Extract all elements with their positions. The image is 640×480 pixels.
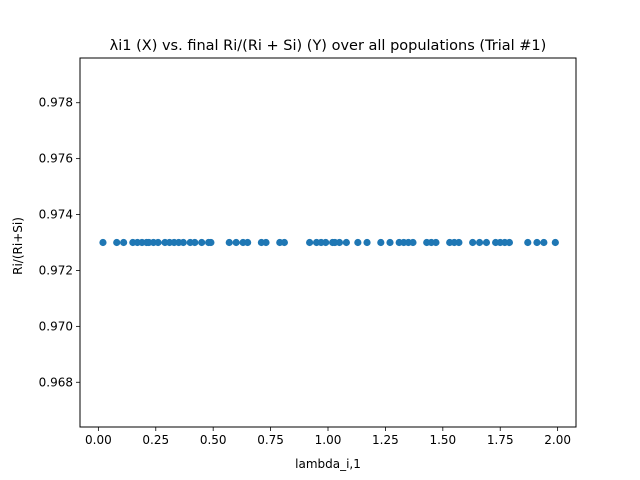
- x-tick-label: 1.50: [429, 433, 456, 447]
- data-point: [533, 238, 541, 247]
- chart-title: λi1 (X) vs. final Ri/(Ri + Si) (Y) over …: [110, 38, 547, 54]
- x-tick-label: 0.75: [257, 433, 284, 447]
- data-point: [198, 238, 206, 247]
- data-point: [191, 238, 199, 247]
- data-point: [505, 238, 514, 247]
- x-tick-label: 0.00: [85, 433, 112, 447]
- data-point: [335, 238, 344, 247]
- data-point: [409, 238, 417, 247]
- data-point: [475, 238, 484, 247]
- plot-frame: [79, 57, 577, 428]
- y-tick-label: 0.968: [39, 375, 73, 389]
- data-point: [551, 238, 559, 247]
- x-tick-label: 2.00: [544, 433, 571, 447]
- x-axis-label: lambda_i,1: [295, 457, 361, 471]
- x-axis-ticks: 0.00 0.25 0.50 0.75 1.00 1.25 1.50 1.75 2.00: [85, 427, 571, 447]
- data-point: [207, 238, 215, 247]
- data-point: [540, 238, 548, 247]
- data-point: [482, 238, 491, 247]
- data-point: [244, 238, 252, 247]
- data-point: [113, 238, 121, 247]
- data-point: [179, 238, 187, 247]
- data-point: [280, 238, 288, 247]
- data-point: [455, 238, 463, 247]
- data-point: [342, 238, 350, 247]
- y-axis-ticks: 0.968 0.970 0.972 0.974 0.976 0.978: [39, 96, 80, 389]
- data-point: [432, 238, 440, 247]
- y-tick-label: 0.972: [39, 263, 73, 277]
- data-point: [306, 238, 314, 247]
- data-point: [354, 238, 362, 247]
- data-point: [232, 238, 240, 247]
- data-point: [225, 238, 233, 247]
- data-point: [469, 238, 477, 247]
- y-tick-label: 0.978: [39, 96, 73, 110]
- y-tick-label: 0.976: [39, 152, 73, 166]
- x-tick-label: 0.50: [200, 433, 227, 447]
- x-tick-label: 0.25: [142, 433, 169, 447]
- data-point: [363, 238, 371, 247]
- data-points: [99, 238, 559, 247]
- x-tick-label: 1.25: [372, 433, 399, 447]
- data-point: [322, 238, 330, 247]
- data-point: [386, 238, 394, 247]
- data-point: [262, 238, 270, 247]
- data-point: [154, 238, 162, 247]
- x-tick-label: 1.75: [487, 433, 514, 447]
- y-tick-label: 0.974: [39, 208, 73, 222]
- y-tick-label: 0.970: [39, 319, 73, 333]
- data-point: [524, 238, 532, 247]
- y-axis-label: Ri/(Ri+Si): [11, 217, 25, 275]
- data-point: [120, 238, 128, 247]
- data-point: [377, 238, 385, 247]
- x-tick-label: 1.00: [315, 433, 342, 447]
- data-point: [99, 238, 107, 247]
